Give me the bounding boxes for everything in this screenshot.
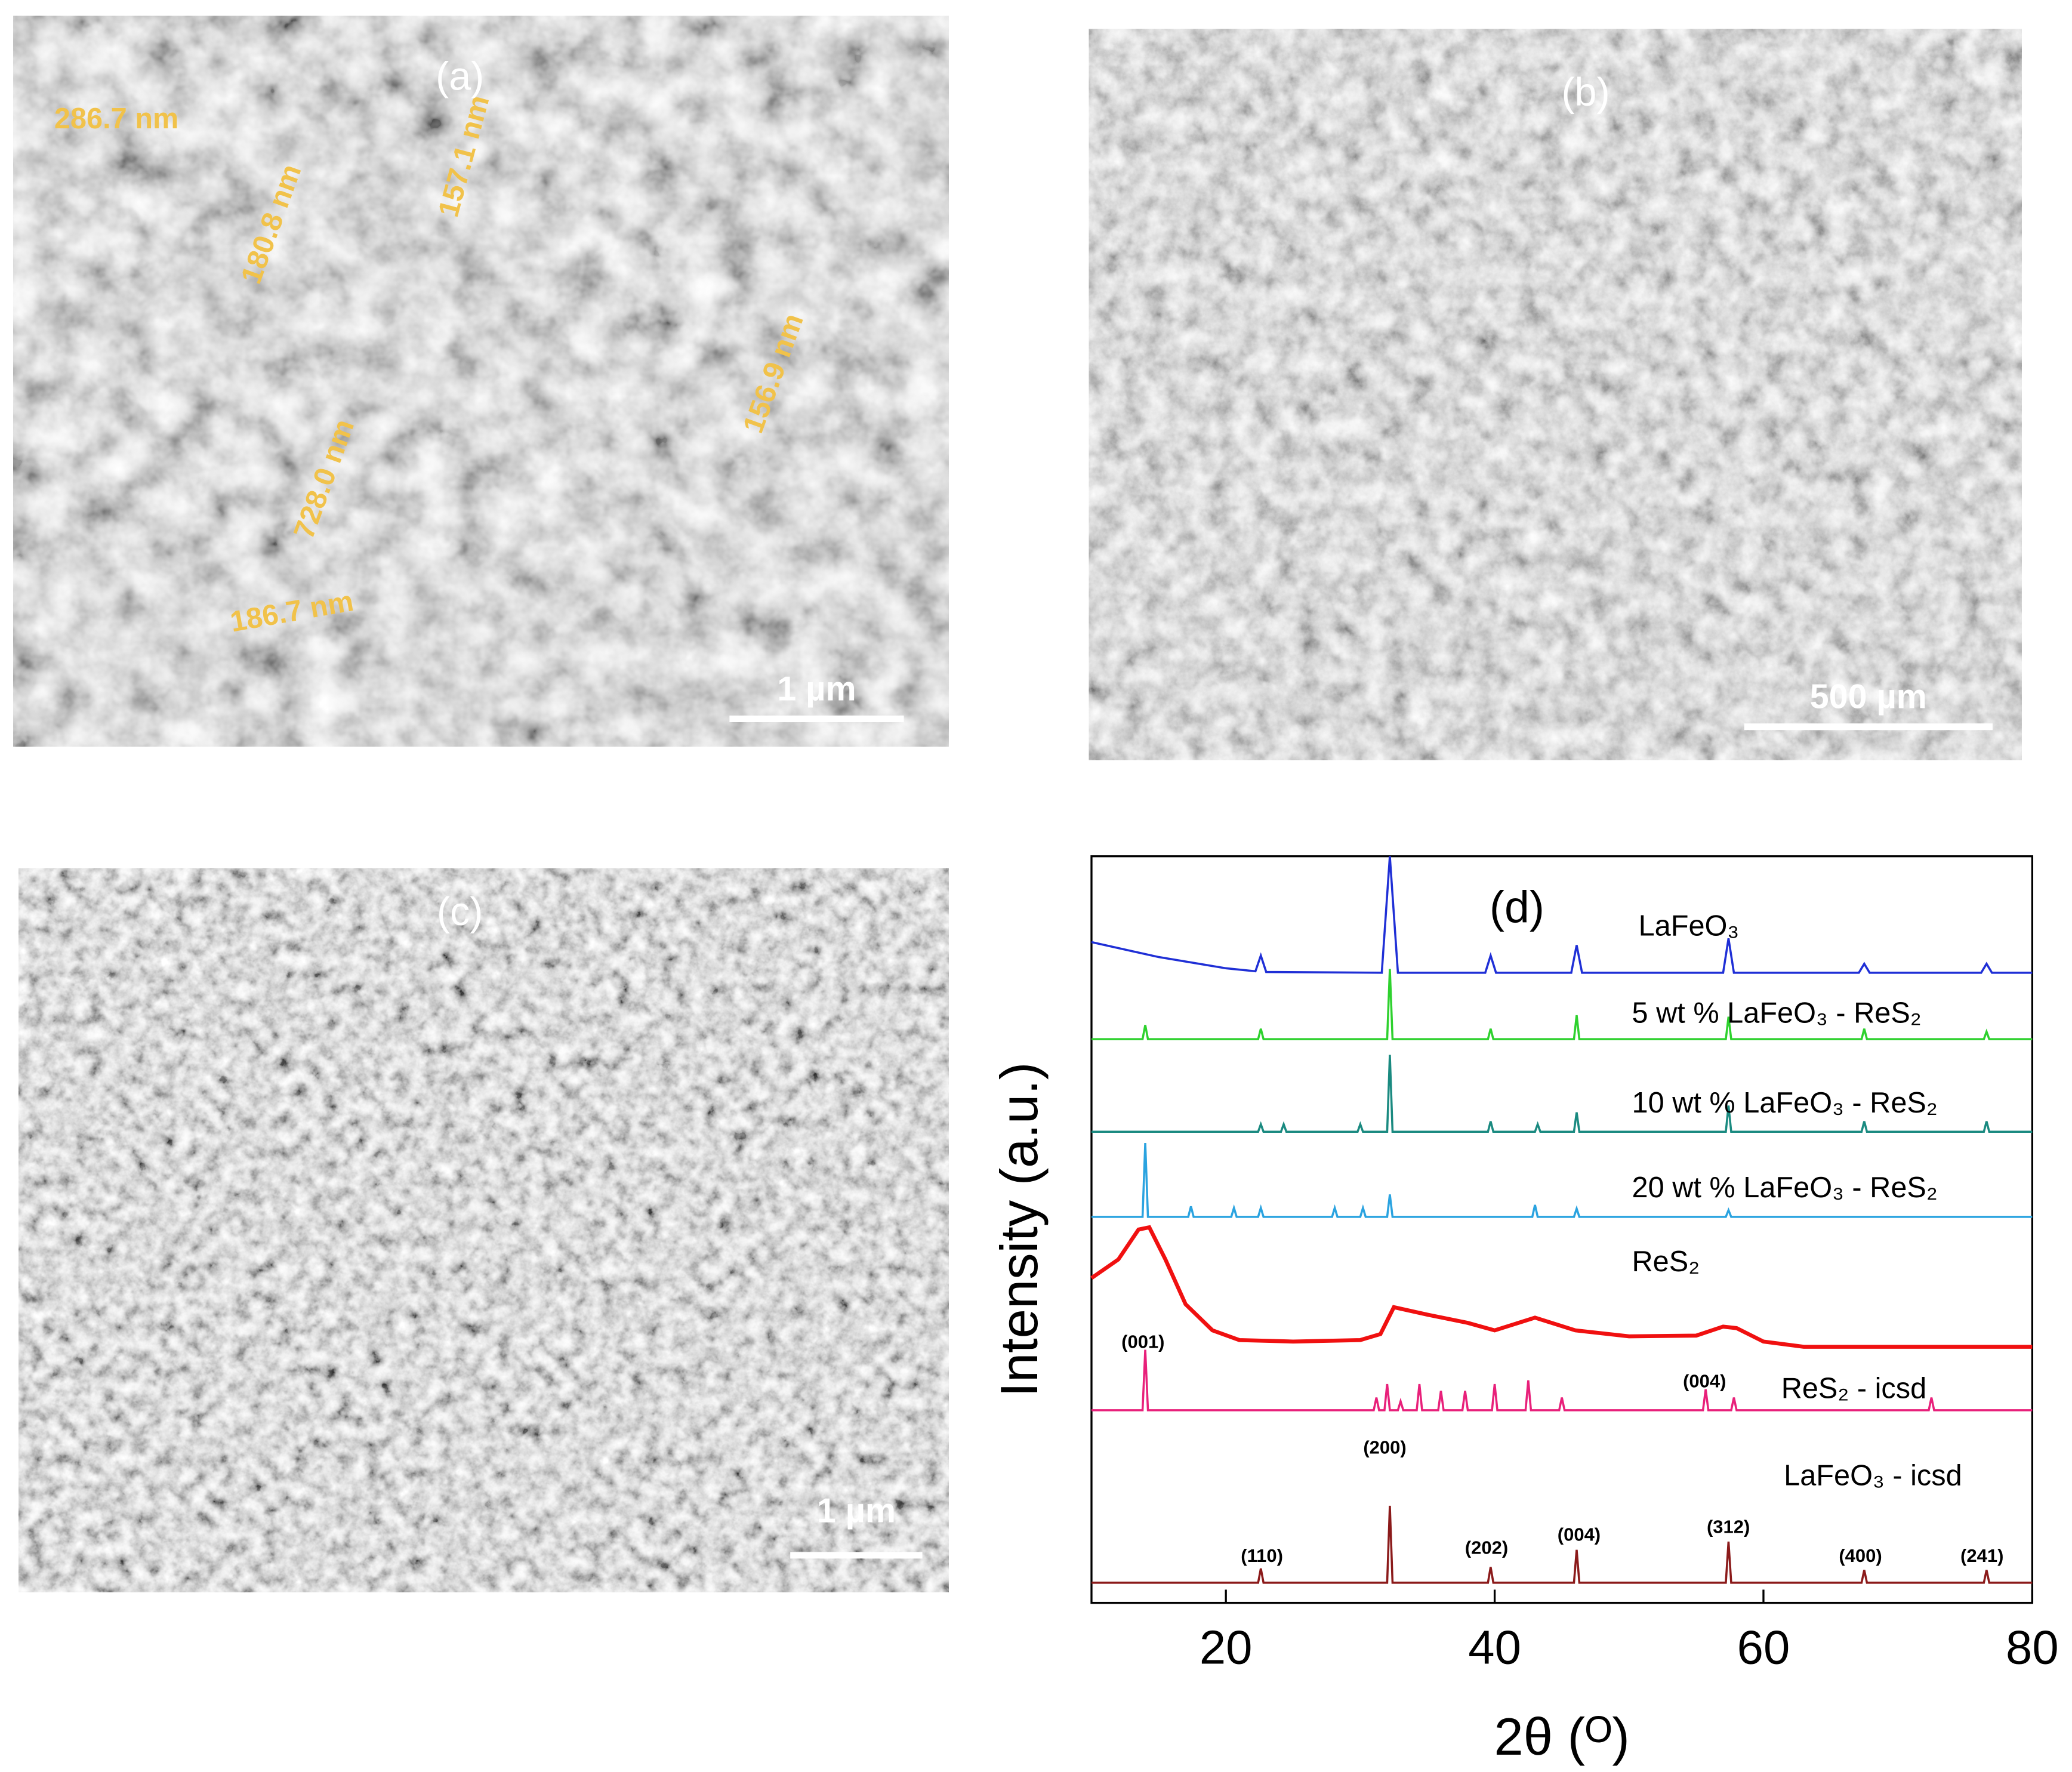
panel-label: (a) bbox=[436, 55, 484, 99]
scale-bar-label: 500 µm bbox=[1810, 678, 1927, 716]
y-axis-label: Intensity (a.u.) bbox=[989, 1062, 1049, 1397]
x-tick-label: 80 bbox=[2006, 1620, 2059, 1674]
xrd-pattern bbox=[1091, 1055, 2033, 1133]
xrd-pattern bbox=[1091, 1142, 2033, 1218]
xrd-pattern bbox=[1091, 1349, 2033, 1412]
peak-index: (400) bbox=[1839, 1545, 1882, 1566]
x-tick-label: 60 bbox=[1737, 1620, 1790, 1674]
series-label: 5 wt % LaFeO₃ - ReS₂ bbox=[1632, 997, 1922, 1030]
peak-index: (004) bbox=[1558, 1524, 1601, 1545]
peak-index: (200) bbox=[1363, 1437, 1406, 1457]
series-label: 20 wt % LaFeO₃ - ReS₂ bbox=[1632, 1172, 1938, 1204]
xrd-pattern bbox=[1091, 969, 2033, 1040]
series-label: LaFeO₃ bbox=[1639, 910, 1740, 942]
x-tick-label: 20 bbox=[1200, 1620, 1253, 1674]
peak-index: (001) bbox=[1121, 1331, 1164, 1352]
measurement: 286.7 nm bbox=[54, 103, 178, 135]
peak-index: (004) bbox=[1683, 1371, 1726, 1392]
series-label: ReS₂ - icsd bbox=[1781, 1372, 1926, 1404]
x-axis-label: 2θ (ᴼ) bbox=[1494, 1707, 1629, 1766]
plot-frame bbox=[1090, 855, 2034, 1604]
peak-index: (312) bbox=[1707, 1516, 1750, 1537]
xrd-chart: 20 40 60 80 2θ (ᴼ) Intensity (a.u.) (d) LaFeO₃ 5… bbox=[989, 855, 2059, 1766]
peak-index: (241) bbox=[1960, 1545, 2003, 1566]
xrd-pattern bbox=[1090, 1225, 2033, 1349]
sem-image-a bbox=[13, 16, 949, 747]
xrd-pattern bbox=[1091, 1505, 2033, 1584]
panel-label: (b) bbox=[1561, 70, 1610, 115]
scale-bar-label: 1 µm bbox=[817, 1492, 896, 1530]
sem-image-b bbox=[1089, 29, 2022, 760]
series-label: 10 wt % LaFeO₃ - ReS₂ bbox=[1632, 1087, 1938, 1119]
sem-image-c bbox=[18, 868, 949, 1592]
scale-bar-label: 1 µm bbox=[777, 670, 856, 708]
peak-index: (202) bbox=[1465, 1537, 1508, 1558]
x-tick-label: 40 bbox=[1468, 1620, 1521, 1674]
series-label: ReS₂ bbox=[1632, 1246, 1700, 1278]
series-label: LaFeO₃ - icsd bbox=[1784, 1460, 1962, 1492]
peak-index: (110) bbox=[1241, 1545, 1283, 1566]
panel-label: (d) bbox=[1490, 882, 1544, 932]
xrd-pattern bbox=[1091, 856, 2033, 974]
panel-label: (c) bbox=[437, 890, 483, 934]
